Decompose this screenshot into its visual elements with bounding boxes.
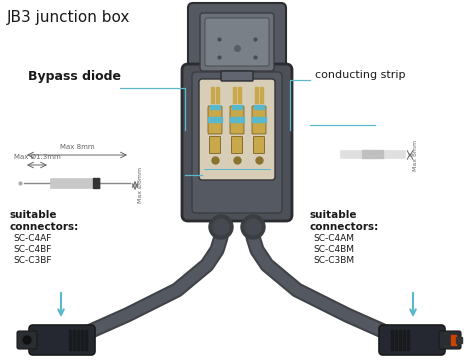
Bar xyxy=(50,178,100,188)
FancyBboxPatch shape xyxy=(200,13,274,71)
FancyBboxPatch shape xyxy=(199,79,275,180)
FancyBboxPatch shape xyxy=(208,106,222,134)
Circle shape xyxy=(209,215,233,239)
Bar xyxy=(233,87,236,103)
Text: Max Ø1.3mm: Max Ø1.3mm xyxy=(14,154,60,160)
FancyBboxPatch shape xyxy=(29,325,95,355)
Bar xyxy=(407,330,410,350)
Bar xyxy=(85,330,88,350)
Bar xyxy=(399,330,401,350)
Bar xyxy=(208,117,222,122)
Bar xyxy=(211,87,214,103)
Bar xyxy=(93,178,99,188)
FancyBboxPatch shape xyxy=(182,64,292,221)
Text: Max Ø8mm: Max Ø8mm xyxy=(138,167,143,203)
Bar xyxy=(391,330,393,350)
Text: SC-C4AF: SC-C4AF xyxy=(13,234,51,243)
FancyBboxPatch shape xyxy=(252,106,266,134)
Text: SC-C3BM: SC-C3BM xyxy=(313,256,354,265)
Bar xyxy=(395,330,398,350)
FancyBboxPatch shape xyxy=(254,136,264,153)
FancyBboxPatch shape xyxy=(188,3,286,83)
Bar xyxy=(216,87,219,103)
FancyBboxPatch shape xyxy=(205,18,269,66)
Bar xyxy=(260,87,263,103)
Bar xyxy=(252,117,266,122)
Bar xyxy=(232,105,242,109)
FancyBboxPatch shape xyxy=(17,331,37,349)
Bar xyxy=(77,330,80,350)
Bar xyxy=(81,330,83,350)
FancyBboxPatch shape xyxy=(439,331,461,349)
Text: conducting strip: conducting strip xyxy=(315,70,405,80)
FancyBboxPatch shape xyxy=(210,136,220,153)
Text: SC-C4AM: SC-C4AM xyxy=(313,234,354,243)
Bar xyxy=(403,330,405,350)
Text: Max 8mm: Max 8mm xyxy=(413,139,418,171)
FancyBboxPatch shape xyxy=(192,72,282,213)
Text: suitable
connectors:: suitable connectors: xyxy=(310,210,379,232)
Bar xyxy=(73,330,75,350)
Bar xyxy=(362,150,383,158)
FancyBboxPatch shape xyxy=(231,136,243,153)
Text: Bypass diode: Bypass diode xyxy=(28,70,121,83)
Circle shape xyxy=(23,336,31,344)
Bar xyxy=(255,87,258,103)
Text: SC-C4BM: SC-C4BM xyxy=(313,245,354,254)
Bar xyxy=(238,87,241,103)
Bar xyxy=(210,105,220,109)
Text: SC-C3BF: SC-C3BF xyxy=(13,256,52,265)
Bar xyxy=(451,335,456,345)
Bar xyxy=(456,337,462,343)
Bar xyxy=(69,330,72,350)
FancyBboxPatch shape xyxy=(221,71,253,81)
Bar xyxy=(230,117,244,122)
FancyBboxPatch shape xyxy=(379,325,445,355)
Text: JB3 junction box: JB3 junction box xyxy=(7,10,130,25)
Circle shape xyxy=(213,219,229,235)
Text: SC-C4BF: SC-C4BF xyxy=(13,245,51,254)
Text: suitable
connectors:: suitable connectors: xyxy=(10,210,79,232)
Bar xyxy=(254,105,264,109)
Text: Max 8mm: Max 8mm xyxy=(60,144,94,150)
Circle shape xyxy=(241,215,265,239)
Circle shape xyxy=(245,219,261,235)
FancyBboxPatch shape xyxy=(230,106,244,134)
Bar xyxy=(340,150,405,158)
